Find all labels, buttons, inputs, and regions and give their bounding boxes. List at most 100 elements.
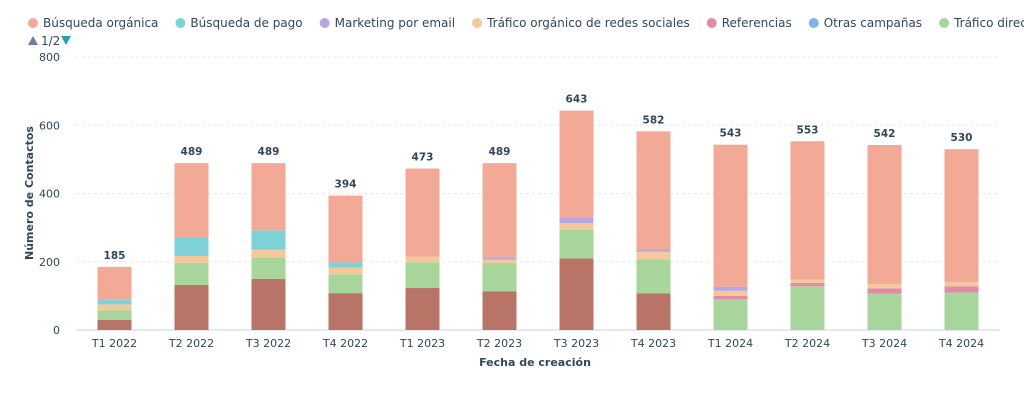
bar-segment-trafico-directo[interactable] <box>790 286 825 330</box>
bar-segment-busqueda-organica[interactable] <box>790 141 825 280</box>
bar-total-label: 473 <box>412 152 434 164</box>
pager-prev-icon[interactable] <box>28 36 38 45</box>
bar-segment-referencias[interactable] <box>944 286 979 293</box>
legend-item-marketing-por-email[interactable]: Marketing por email <box>319 16 455 30</box>
bar-segment-unlisted-segment[interactable] <box>97 319 132 330</box>
pager-next-icon[interactable] <box>61 36 71 45</box>
bar-segment-marketing-por-email[interactable] <box>713 286 748 291</box>
bar-segment-trafico-directo[interactable] <box>482 263 517 292</box>
bar-total-label: 643 <box>566 94 588 106</box>
legend-item-referencias[interactable]: Referencias <box>706 16 792 30</box>
bar-segment-trafico-organico-de-redes-sociales[interactable] <box>636 251 671 260</box>
x-tick-label: T1 2023 <box>399 337 445 350</box>
x-tick-label: T2 2022 <box>168 337 214 350</box>
legend-label: Búsqueda de pago <box>190 16 302 30</box>
bar-segment-busqueda-organica[interactable] <box>867 145 902 284</box>
bar-segment-trafico-organico-de-redes-sociales[interactable] <box>251 249 286 258</box>
bar-segment-busqueda-organica[interactable] <box>328 195 363 263</box>
bar-segment-unlisted-segment[interactable] <box>174 284 209 330</box>
bar-segment-referencias[interactable] <box>713 295 748 300</box>
bar-total-label: 489 <box>181 146 203 158</box>
bar-segment-trafico-organico-de-redes-sociales[interactable] <box>790 279 825 283</box>
bar-segment-busqueda-de-pago[interactable] <box>251 230 286 250</box>
y-tick-label: 600 <box>39 119 60 132</box>
x-tick-label: T3 2023 <box>553 337 599 350</box>
bar-segment-marketing-por-email[interactable] <box>636 249 671 252</box>
bar-segment-trafico-directo[interactable] <box>97 310 132 320</box>
bar-segment-trafico-directo[interactable] <box>944 292 979 330</box>
legend-label: Otras campañas <box>824 16 922 30</box>
bar-segment-unlisted-segment[interactable] <box>251 278 286 330</box>
legend-label: Tráfico directo <box>953 16 1024 30</box>
bar-segment-marketing-por-email[interactable] <box>482 257 517 260</box>
bar-segment-trafico-organico-de-redes-sociales[interactable] <box>482 259 517 264</box>
bar-segment-busqueda-organica[interactable] <box>482 163 517 258</box>
y-tick-label: 400 <box>39 188 60 201</box>
x-tick-label: T2 2023 <box>476 337 522 350</box>
x-axis: T1 2022 T2 2022 T3 2022 T4 2022 T1 2023 T2 20… <box>91 337 984 350</box>
bar-segment-referencias[interactable] <box>867 288 902 294</box>
bar-total-label: 543 <box>720 128 742 140</box>
bar-segment-busqueda-organica[interactable] <box>97 266 132 300</box>
bar-segment-busqueda-de-pago[interactable] <box>328 262 363 268</box>
bar-segment-trafico-organico-de-redes-sociales[interactable] <box>713 290 748 296</box>
bar-segment-marketing-por-email[interactable] <box>559 217 594 224</box>
legend-swatch <box>28 18 38 28</box>
legend-swatch <box>175 18 186 28</box>
x-axis-title: Fecha de creación <box>479 356 591 369</box>
bar-segment-busqueda-de-pago[interactable] <box>97 299 132 305</box>
bar-segment-trafico-organico-de-redes-sociales[interactable] <box>867 283 902 289</box>
bar-segment-unlisted-segment[interactable] <box>636 293 671 330</box>
legend-item-busqueda-organica[interactable]: Búsqueda orgánica <box>28 16 158 30</box>
bar-segment-trafico-organico-de-redes-sociales[interactable] <box>174 255 209 263</box>
bar-segment-trafico-directo[interactable] <box>328 274 363 294</box>
y-tick-label: 200 <box>39 256 60 269</box>
legend-item-busqueda-de-pago[interactable]: Búsqueda de pago <box>175 16 303 30</box>
legend-item-otras-campanas[interactable]: Otras campañas <box>808 16 922 30</box>
legend-swatch <box>472 18 483 28</box>
bar-segment-busqueda-organica[interactable] <box>713 144 748 287</box>
bar-segment-unlisted-segment[interactable] <box>559 258 594 330</box>
bar-segment-unlisted-segment[interactable] <box>405 288 440 330</box>
bar-segment-busqueda-organica[interactable] <box>636 131 671 250</box>
bar-total-label: 489 <box>258 146 280 158</box>
x-tick-label: T4 2023 <box>630 337 676 350</box>
legend-item-trafico-directo[interactable]: Tráfico directo <box>939 16 1024 30</box>
bar-segment-busqueda-organica[interactable] <box>174 163 209 238</box>
bar-segment-busqueda-organica[interactable] <box>405 168 440 257</box>
bar-segment-busqueda-organica[interactable] <box>559 110 594 218</box>
bar-segment-referencias[interactable] <box>790 282 825 287</box>
legend-label: Marketing por email <box>335 16 455 30</box>
x-tick-label: T4 2022 <box>322 337 368 350</box>
bar-segment-trafico-directo[interactable] <box>559 230 594 259</box>
x-tick-label: T2 2024 <box>784 337 830 350</box>
bar-segment-trafico-directo[interactable] <box>867 293 902 330</box>
legend-label: Referencias <box>722 16 792 30</box>
bar-segment-trafico-directo[interactable] <box>251 257 286 279</box>
legend-item-trafico-organico-de-redes-sociales[interactable]: Tráfico orgánico de redes sociales <box>472 16 690 30</box>
legend-pager: 1/2 <box>28 34 71 48</box>
bar-segment-busqueda-organica[interactable] <box>251 163 286 231</box>
bar-segment-busqueda-organica[interactable] <box>944 149 979 283</box>
bar-segment-trafico-organico-de-redes-sociales[interactable] <box>328 267 363 275</box>
bar-total-label: 394 <box>335 179 357 191</box>
bar-segment-trafico-organico-de-redes-sociales[interactable] <box>559 223 594 231</box>
gridlines <box>76 56 1000 331</box>
legend-swatch <box>319 18 330 28</box>
bar-segment-trafico-directo[interactable] <box>713 299 748 330</box>
bar-segment-trafico-organico-de-redes-sociales[interactable] <box>405 256 440 263</box>
bar-segment-trafico-organico-de-redes-sociales[interactable] <box>97 304 132 311</box>
bar-segment-unlisted-segment[interactable] <box>328 293 363 330</box>
bar-segment-trafico-directo[interactable] <box>636 259 671 294</box>
bar-totals: 185 489 489 394 473 489 643 582 543 553 542 530 <box>104 94 973 262</box>
bar-segment-trafico-organico-de-redes-sociales[interactable] <box>944 282 979 287</box>
bar-segment-unlisted-segment[interactable] <box>482 291 517 330</box>
bar-segment-busqueda-de-pago[interactable] <box>174 237 209 256</box>
bar-total-label: 553 <box>797 124 819 136</box>
bar-total-label: 489 <box>489 146 511 158</box>
bar-segment-trafico-directo[interactable] <box>174 262 209 285</box>
bar-segment-trafico-directo[interactable] <box>405 262 440 289</box>
bar-total-label: 582 <box>643 114 665 126</box>
bars <box>97 110 979 330</box>
